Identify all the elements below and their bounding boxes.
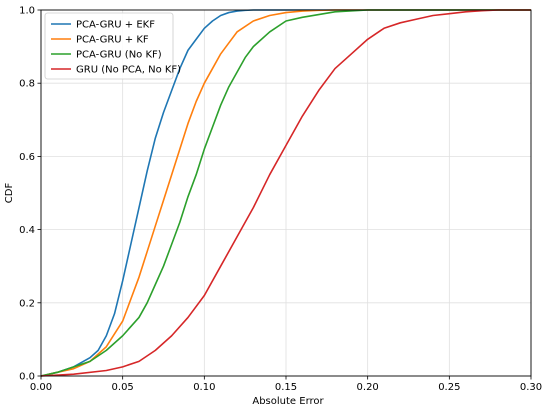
- y-axis-label: CDF: [4, 183, 15, 204]
- x-axis-label: Absolute Error: [252, 396, 324, 407]
- y-tick-label: 0.0: [19, 372, 35, 383]
- x-tick-label: 0.20: [357, 382, 379, 393]
- x-tick-label: 0.00: [30, 382, 52, 393]
- legend: PCA-GRU + EKF PCA-GRU + KF PCA-GRU (No KF)…: [44, 12, 181, 80]
- series-line-3: [40, 9, 531, 377]
- x-tick-label: 0.30: [520, 382, 542, 393]
- x-tick-label: 0.05: [112, 382, 134, 393]
- series-group: [40, 9, 531, 377]
- y-tick-label: 0.2: [19, 298, 35, 309]
- legend-label: PCA-GRU + EKF: [76, 20, 155, 31]
- y-tick-label: 0.4: [19, 225, 35, 236]
- y-tick-label: 1.0: [19, 6, 35, 17]
- x-tick-label: 0.10: [193, 382, 215, 393]
- legend-label: PCA-GRU (No KF): [76, 50, 162, 61]
- y-tick-label: 0.8: [19, 79, 35, 90]
- legend-box: [44, 12, 174, 80]
- tick-labels: 0.00 0.05 0.10 0.15 0.20 0.25 0.30 0.0 0.2 0.4 0.6…: [19, 6, 542, 394]
- legend-label: PCA-GRU + KF: [76, 35, 149, 46]
- series-line-4: [40, 9, 531, 377]
- x-tick-label: 0.15: [275, 382, 297, 393]
- series-line-1: [40, 9, 531, 377]
- y-tick-label: 0.6: [19, 152, 35, 163]
- legend-label: GRU (No PCA, No KF): [76, 65, 181, 76]
- x-tick-label: 0.25: [438, 382, 460, 393]
- series-line-2: [40, 9, 531, 377]
